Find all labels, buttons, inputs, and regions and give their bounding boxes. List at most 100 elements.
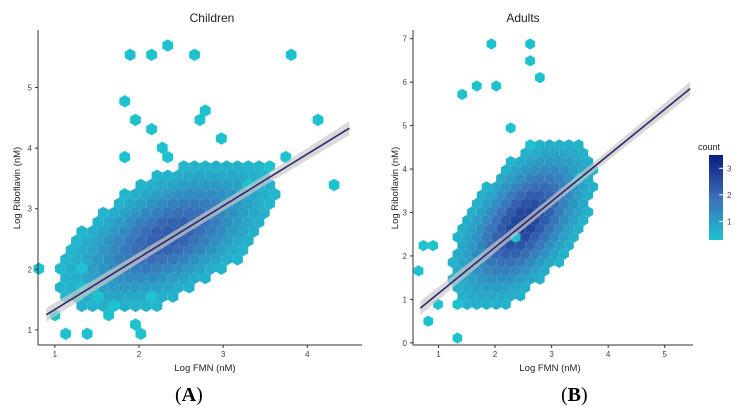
hex-bin [544, 156, 555, 168]
hex-bin [496, 273, 506, 285]
hex-bin [515, 189, 526, 201]
hex-bin [525, 256, 535, 268]
hex-bin [264, 197, 276, 210]
hex-bin [447, 256, 458, 268]
hex-bin [216, 169, 227, 182]
hex-bin [476, 240, 487, 252]
hex-bin [568, 147, 579, 159]
hex-bin [216, 225, 227, 238]
hex-bin [119, 281, 131, 294]
hex-bin [525, 156, 535, 168]
hex-bin [183, 188, 195, 201]
hex-bin [97, 206, 109, 220]
hex-bin [549, 248, 560, 260]
hex-bin [544, 223, 555, 235]
hex-bin [130, 113, 141, 127]
hex-bin [525, 273, 535, 285]
hex-bin [564, 206, 574, 218]
hex-bin [87, 262, 98, 275]
hex-bin [510, 248, 521, 260]
hex-bin [457, 256, 468, 268]
hex-bin [151, 169, 163, 182]
hex-bin [210, 178, 222, 192]
y-tick-label: 6 [403, 78, 408, 87]
hex-bin [559, 214, 569, 226]
hex-bin [481, 214, 492, 226]
x-tick-label: 5 [662, 350, 667, 359]
legend-tick-label: 1 [727, 217, 732, 226]
hex-bin [60, 327, 72, 340]
children-panel: Children 1 2 3 4 1 2 3 4 5 Log FMN (nM) Log Ribo… [12, 11, 362, 374]
hex-bin [114, 253, 125, 266]
hex-bin [534, 139, 545, 151]
hex-bin [199, 197, 211, 210]
y-tick-label: 2 [28, 265, 33, 274]
hex-bin [491, 181, 502, 193]
hex-bin [76, 225, 88, 238]
hex-bin [549, 181, 560, 193]
hex-bin [525, 240, 535, 252]
hex-bin [510, 282, 521, 294]
hex-bin [428, 240, 438, 252]
hex-bin [501, 214, 511, 226]
hex-bin [462, 248, 472, 260]
hex-bin [135, 327, 147, 340]
fit-line [45, 127, 350, 316]
hex-bin [452, 231, 463, 243]
hex-bin [162, 39, 174, 52]
hex-bin [505, 256, 516, 268]
hex-bin [539, 214, 550, 226]
hex-bin [534, 273, 545, 285]
hex-bin [33, 262, 45, 275]
hex-bin [544, 172, 555, 184]
hex-bin [119, 243, 131, 257]
hex-bin [242, 197, 254, 210]
x-axis-title: Log FMN (nM) [174, 363, 235, 374]
hex-bin [471, 298, 482, 310]
hex-bin [554, 156, 565, 168]
y-tick-label: 5 [403, 122, 408, 131]
x-tick-label: 4 [606, 350, 611, 359]
hex-bin [167, 197, 179, 210]
hex-bin [515, 273, 526, 285]
hex-bin [501, 265, 511, 277]
hex-bin [554, 139, 565, 151]
panel-title: Adults [506, 11, 539, 25]
hex-bin [583, 189, 594, 201]
panel-a-caption: (A) [175, 384, 203, 406]
hex-bin [491, 80, 502, 92]
hex-bin [544, 139, 555, 151]
hex-bin [183, 169, 195, 182]
hex-bin [60, 271, 72, 285]
hex-bin [162, 206, 174, 220]
hex-bin [135, 178, 147, 192]
y-tick-label: 4 [403, 165, 408, 174]
hex-bin [162, 150, 174, 164]
hex-bin [501, 298, 511, 310]
hex-bin [108, 243, 120, 257]
hex-bin [108, 206, 120, 220]
hex-bin [140, 206, 152, 220]
hex-bin [108, 281, 120, 294]
hex-bin [205, 169, 217, 182]
hex-bin [205, 262, 217, 275]
hex-bin [205, 243, 217, 257]
hex-bin [476, 290, 487, 302]
hex-bin [486, 223, 497, 235]
hex-bin [130, 188, 141, 201]
hex-bin [510, 198, 521, 210]
hex-bin [87, 243, 98, 257]
y-tick-label: 1 [28, 326, 33, 335]
hex-bin [140, 281, 152, 294]
hex-bin [237, 225, 249, 238]
hex-bin [221, 253, 233, 266]
hex-bin [194, 262, 206, 275]
hex-bin [130, 299, 141, 313]
legend-tick-label: 2 [727, 191, 732, 200]
hex-bin [146, 197, 157, 210]
hex-bin [167, 271, 179, 285]
hex-bin [226, 243, 238, 257]
panel-b-caption: (B) [561, 384, 588, 406]
hex-bin [496, 206, 506, 218]
hex-bin [486, 206, 497, 218]
